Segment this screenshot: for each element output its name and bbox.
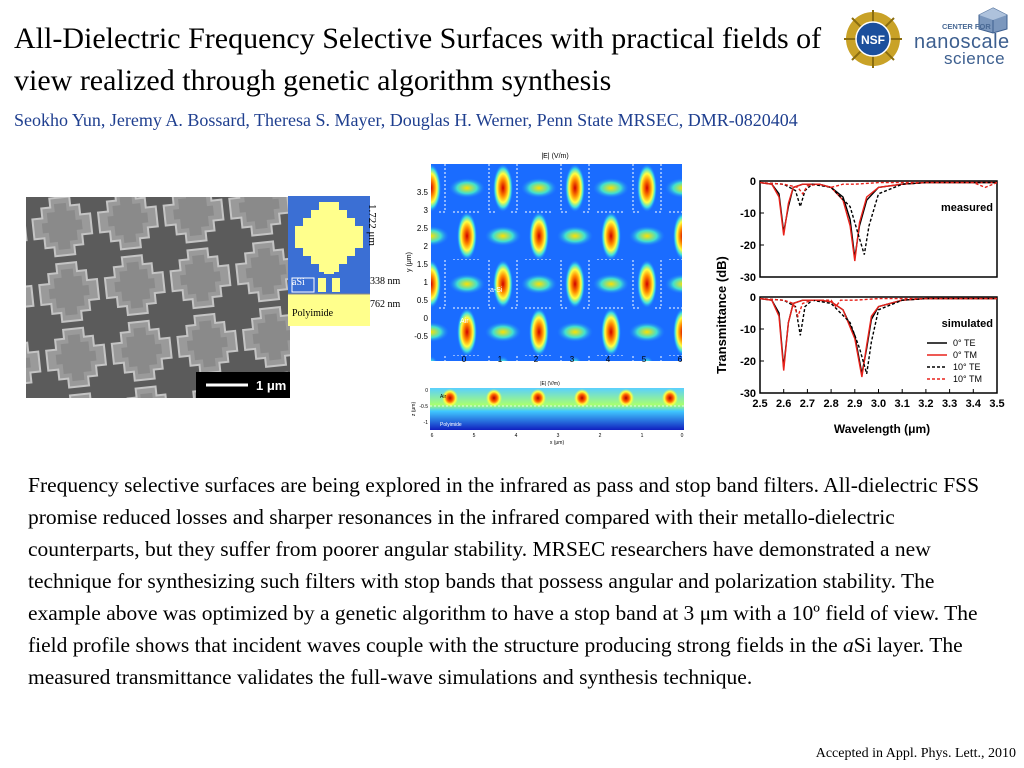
body-text-italic: a (843, 633, 854, 657)
ytick: 2.5 (417, 224, 429, 233)
unit-cell-side-view (288, 276, 370, 326)
ytick: 1.5 (417, 260, 429, 269)
period-label: 1.722 μm (366, 204, 378, 246)
center-logo-line2: nanoscale (914, 31, 1010, 53)
x-tick-label: 3.4 (966, 398, 982, 410)
xtick: 1 (641, 433, 644, 439)
body-paragraph: Frequency selective surfaces are being e… (28, 469, 1003, 693)
transmittance-chart: Transmittance (dB) Wavelength (μm) 0 -10 -… (714, 176, 1005, 436)
layer-polyimide-thickness: 762 nm (370, 299, 401, 310)
field-bottom-polyimide-label: Polyimide (440, 422, 462, 428)
x-tick-label: 3.5 (989, 398, 1004, 410)
legend-label: 0° TM (953, 350, 977, 360)
field-top-asi-label: a-Si (490, 287, 503, 294)
panel-title: measured (941, 202, 993, 214)
cube-logo-icon (978, 7, 1008, 34)
center-logo-line1: CENTER FOR (942, 22, 991, 31)
xtick: 5 (473, 433, 476, 439)
field-bottom-title: |E| (V/m) (540, 381, 560, 387)
legend-label: 10° TE (953, 362, 980, 372)
series-line-dashed-black (759, 297, 997, 374)
ytick: 1 (424, 278, 429, 287)
sem-image: 1 μm (26, 197, 290, 398)
xtick: 0 (681, 433, 684, 439)
field-bottom-xlabel: x (μm) (550, 440, 565, 446)
field-top-air-label: Air (460, 318, 469, 325)
x-tick-label: 3.3 (942, 398, 957, 410)
nsf-seal-icon: NSF (844, 10, 902, 68)
series-line-dashed-red (759, 181, 998, 196)
field-bottom-map (430, 388, 684, 430)
authors-line: Seokho Yun, Jeremy A. Bossard, Theresa S… (14, 110, 798, 130)
xtick: 2 (599, 433, 602, 439)
xtick: 5 (642, 355, 647, 364)
ytick: 3.5 (417, 188, 429, 197)
y-tick-label: -30 (740, 272, 756, 284)
field-plot-top: |E| (V/m) y (μm) 3.5 3 2.5 2 1.5 1 0.5 0… (406, 153, 683, 364)
field-top-title: |E| (V/m) (541, 153, 568, 160)
chart-ylabel: Transmittance (dB) (714, 256, 729, 374)
x-tick-label: 2.9 (847, 398, 862, 410)
field-plot-bottom: |E| (V/m) Air Polyimide z (μm) 0 -0.5 -1… (411, 381, 684, 446)
y-tick-label: -30 (740, 388, 756, 400)
xtick: 1 (498, 355, 503, 364)
unit-cell-schematic: 1.722 μm aSi Polyimide 338 nm 762 nm (288, 196, 408, 332)
x-tick-label: 3.1 (895, 398, 910, 410)
series-line-solid-black (759, 181, 997, 258)
unit-cell-top-view (288, 196, 370, 278)
ytick: 2 (424, 242, 429, 251)
y-tick-label: 0 (750, 292, 756, 304)
ytick: 0 (424, 314, 429, 323)
legend-label: 10° TM (953, 374, 982, 384)
xtick: 6 (431, 433, 434, 439)
field-top-ylabel: y (μm) (406, 252, 413, 272)
body-text-part2: Si layer. The measured transmittance val… (28, 633, 963, 689)
chart-panel-frame (759, 180, 998, 278)
scale-bar-label: 1 μm (256, 378, 286, 393)
series-line-dashed-red (759, 297, 997, 319)
body-text-part1: Frequency selective surfaces are being e… (28, 473, 980, 657)
center-logo: CENTER FOR nanoscale science (914, 6, 1022, 68)
layer-asi-thickness: 338 nm (370, 276, 401, 287)
field-bottom-ylabel: z (μm) (411, 402, 417, 417)
nsf-logo: NSF (844, 10, 902, 68)
xtick: 2 (534, 355, 539, 364)
citation: Accepted in Appl. Phys. Lett., 2010 (815, 746, 1016, 761)
layer-asi-label: aSi (292, 277, 305, 288)
field-top-map (431, 164, 682, 361)
xtick: 3 (557, 433, 560, 439)
y-tick-label: -20 (740, 356, 756, 368)
series-line-dashed-black (759, 181, 997, 255)
x-tick-label: 2.6 (776, 398, 791, 410)
legend-label: 0° TE (953, 338, 975, 348)
xtick: 4 (606, 355, 611, 364)
y-tick-label: -10 (740, 208, 756, 220)
x-tick-label: 3.2 (918, 398, 933, 410)
field-bottom-air-label: Air (440, 394, 446, 400)
x-tick-label: 2.7 (800, 398, 815, 410)
x-tick-label: 2.8 (823, 398, 838, 410)
xtick: 6 (678, 355, 683, 364)
layer-polyimide-label: Polyimide (292, 308, 334, 319)
chart-xlabel: Wavelength (μm) (834, 422, 930, 436)
xtick: 3 (570, 355, 575, 364)
ytick: -0.5 (419, 404, 428, 410)
xtick: 0 (462, 355, 467, 364)
ytick: 0.5 (417, 296, 429, 305)
xtick: 4 (515, 433, 518, 439)
nsf-logo-text: NSF (861, 33, 885, 47)
series-line-solid-red (759, 181, 997, 262)
page-title: All-Dielectric Frequency Selective Surfa… (14, 22, 822, 97)
y-tick-label: 0 (750, 176, 756, 188)
ytick: 3 (424, 206, 429, 215)
y-tick-label: -10 (740, 324, 756, 336)
x-tick-label: 2.5 (752, 398, 767, 410)
ytick: -1 (424, 420, 429, 426)
ytick: 0 (425, 388, 428, 394)
x-tick-label: 3.0 (871, 398, 886, 410)
y-tick-label: -20 (740, 240, 756, 252)
ytick: -0.5 (414, 332, 428, 341)
center-logo-line3: science (944, 49, 1006, 68)
panel-title: simulated (942, 318, 993, 330)
